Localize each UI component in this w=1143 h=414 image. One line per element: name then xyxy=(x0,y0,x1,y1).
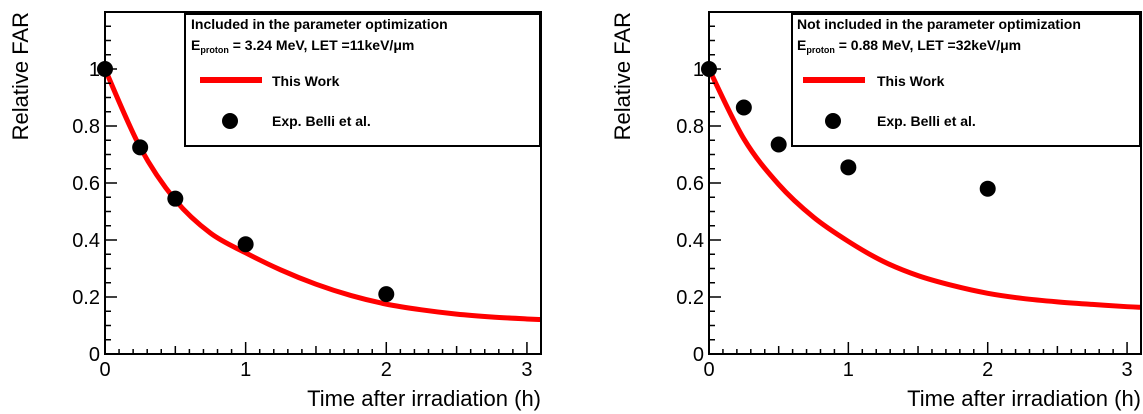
right-y-tick-label: 0.8 xyxy=(676,116,704,138)
right-y-tick-label: 0.2 xyxy=(676,287,704,309)
left-data-point xyxy=(167,190,184,207)
right-data-point xyxy=(770,136,787,153)
left-y-tick-label: 1 xyxy=(89,59,100,81)
right-data-point xyxy=(979,180,996,197)
right-x-axis-title: Time after irradiation (h) xyxy=(907,386,1141,411)
left-legend-point-swatch xyxy=(222,113,238,129)
right-x-tick-label: 2 xyxy=(982,359,993,381)
left-legend-entry-this-work: This Work xyxy=(272,73,340,89)
right-chart-panel: 0 1 2 3 0 0.2 0.4 0.6 0.8 1 Relative FAR Time aft… xyxy=(610,11,1142,411)
left-data-point xyxy=(237,236,254,253)
right-legend-point-swatch xyxy=(825,113,841,129)
left-data-point xyxy=(132,139,149,156)
left-x-tick-label: 1 xyxy=(240,359,251,381)
left-x-axis-title: Time after irradiation (h) xyxy=(307,386,541,411)
left-data-point xyxy=(378,286,395,303)
right-legend: Not included in the parameter optimizati… xyxy=(791,13,1141,147)
right-chart-marks xyxy=(701,61,1142,310)
left-chart-panel: 0 1 2 3 0 0.2 0.4 0.6 0.8 1 Relative FAR Time aft… xyxy=(8,11,542,411)
right-legend-entry-belli: Exp. Belli et al. xyxy=(877,113,976,129)
right-y-tick-label: 1 xyxy=(693,59,704,81)
right-y-tick-label: 0.4 xyxy=(676,230,704,252)
right-x-tick-label: 0 xyxy=(703,359,714,381)
right-legend-title: Not included in the parameter optimizati… xyxy=(797,16,1081,32)
right-x-tick-label: 3 xyxy=(1122,359,1133,381)
left-y-tick-label: 0 xyxy=(89,344,100,366)
right-axis-ticks: 0 1 2 3 0 0.2 0.4 0.6 0.8 1 xyxy=(676,11,1142,381)
right-x-tick-label: 1 xyxy=(843,359,854,381)
right-series-this-work-line xyxy=(706,67,1142,310)
left-axis-ticks: 0 1 2 3 0 0.2 0.4 0.6 0.8 1 xyxy=(72,11,542,381)
left-y-tick-label: 0.2 xyxy=(72,287,100,309)
right-y-tick-label: 0.6 xyxy=(676,173,704,195)
left-y-tick-label: 0.6 xyxy=(72,173,100,195)
right-data-point xyxy=(735,99,752,116)
right-legend-condition: Eproton = 0.88 MeV, LET =32keV/μm xyxy=(797,37,1021,55)
right-legend-entry-this-work: This Work xyxy=(877,73,945,89)
left-legend-condition: Eproton = 3.24 MeV, LET =11keV/μm xyxy=(191,37,414,55)
left-y-axis-title: Relative FAR xyxy=(8,12,33,140)
left-legend-title: Included in the parameter optimization xyxy=(191,16,448,32)
left-y-tick-label: 0.4 xyxy=(72,230,100,252)
left-x-tick-label: 2 xyxy=(381,359,392,381)
right-data-point xyxy=(840,159,857,176)
left-x-tick-label: 3 xyxy=(521,359,532,381)
right-y-tick-label: 0 xyxy=(693,344,704,366)
left-x-tick-label: 0 xyxy=(99,359,110,381)
right-y-axis-title: Relative FAR xyxy=(610,12,635,140)
left-legend: Included in the parameter optimization E… xyxy=(184,13,541,147)
left-y-tick-label: 0.8 xyxy=(72,116,100,138)
left-legend-entry-belli: Exp. Belli et al. xyxy=(272,113,371,129)
